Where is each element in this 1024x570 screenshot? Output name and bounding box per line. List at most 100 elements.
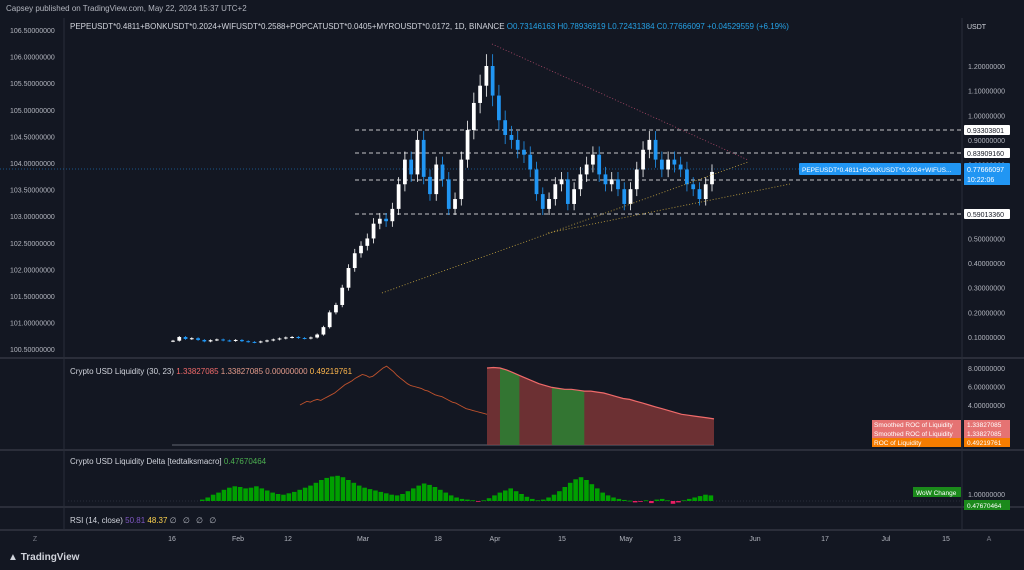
delta-bar [589, 484, 595, 501]
delta-bar [654, 499, 660, 501]
candle-body [471, 102, 476, 131]
candle-body [697, 189, 702, 200]
delta-bar [524, 496, 530, 501]
candle-body [534, 169, 539, 195]
candle-body [597, 154, 602, 175]
delta-bar [605, 495, 611, 501]
candle-body [409, 159, 414, 175]
tradingview-brand[interactable]: ▲ TradingView [8, 552, 79, 563]
ohlc-change: +0.04529559 (+6.19%) [707, 22, 789, 31]
candle-body [346, 268, 351, 288]
level-label: 0.59013360 [967, 212, 1004, 219]
candle-body [196, 338, 200, 340]
delta-bar [232, 486, 238, 501]
candle-body [509, 134, 514, 140]
candle-body [503, 120, 508, 135]
candle-body [302, 337, 307, 339]
candle-body [371, 223, 376, 239]
delta-bar [600, 492, 605, 501]
symbol-legend: PEPEUSDT*0.4811+BONKUSDT*0.2024+WIFUSDT*… [70, 22, 789, 31]
time-axis-tick: Jun [749, 536, 760, 543]
delta-bar [562, 487, 568, 501]
timezone-mark: Z [33, 536, 38, 543]
candle-body [290, 337, 294, 338]
liquidity-legend-value-box [964, 420, 1010, 429]
candle-body [685, 169, 689, 185]
candle-body [171, 340, 175, 342]
liquidity-legend-value: 1.33827085 [967, 431, 1002, 438]
candle-body [584, 164, 589, 175]
delta-bar [594, 488, 600, 501]
left-axis-tick: 102.00000000 [10, 267, 55, 274]
candle-body [434, 164, 439, 195]
delta-bar [573, 479, 578, 501]
delta-bar [486, 498, 492, 501]
delta-bar [643, 500, 649, 502]
descending-trendline [491, 43, 749, 161]
candle-body [283, 337, 288, 339]
delta-bar [210, 494, 216, 501]
candle-body [365, 238, 370, 246]
candle-body [352, 253, 357, 269]
delta-bar [405, 491, 411, 501]
candle-body [258, 341, 263, 343]
delta-bar [411, 488, 416, 501]
liquidity-green-region [551, 387, 585, 445]
smoothed-liquidity-line [486, 366, 715, 420]
candle-body [522, 149, 526, 155]
candle-body [490, 66, 495, 96]
delta-bar [616, 498, 622, 501]
tradingview-logo-icon: ▲ [8, 552, 18, 563]
candle-body [183, 337, 188, 339]
delta-legend-value-box [964, 500, 1010, 510]
liquidity-legend-box [872, 420, 961, 429]
delta-bar [530, 498, 535, 501]
time-axis-tick: 18 [434, 536, 442, 543]
candle-body [377, 218, 382, 224]
candle-body [553, 184, 558, 200]
liquidity-green-region [499, 368, 520, 445]
symbol-name[interactable]: PEPEUSDT*0.4811+BONKUSDT*0.2024+WIFUSDT*… [70, 22, 505, 31]
smoothed-liquidity-area [487, 367, 714, 445]
candle-body [559, 179, 564, 185]
left-axis-tick: 103.00000000 [10, 214, 55, 221]
delta-bar [454, 497, 459, 501]
delta-bar [540, 499, 546, 501]
candle-body [240, 339, 244, 342]
delta-bar [367, 489, 373, 501]
candle-body [659, 159, 664, 170]
delta-bar [394, 495, 400, 501]
candle-body [321, 327, 326, 335]
delta-bar [492, 495, 497, 501]
candle-body [616, 179, 620, 190]
candle-body [221, 339, 226, 341]
candle-body [710, 171, 714, 185]
candle-body [440, 164, 445, 180]
right-axis-tick: 0.50000000 [968, 236, 1005, 243]
candle-body [252, 341, 257, 343]
level-label-box [964, 209, 1010, 219]
candle-body [603, 174, 608, 185]
time-axis-tick: 16 [168, 536, 176, 543]
right-axis-tick: 1.10000000 [968, 89, 1005, 96]
time-axis-tick: 12 [284, 536, 292, 543]
time-axis-tick: 17 [821, 536, 829, 543]
candle-body [359, 245, 363, 254]
left-axis-tick: 106.00000000 [10, 55, 55, 62]
delta-bar [513, 491, 519, 501]
level-label-box [964, 148, 1010, 158]
level-label-box [964, 125, 1010, 135]
delta-bar [302, 487, 308, 501]
left-axis-tick: 100.50000000 [10, 347, 55, 354]
rsi-pane-title: RSI (14, close) 50.81 48.37 ∅ ∅ ∅ ∅ [70, 516, 218, 525]
delta-bar [584, 480, 589, 501]
ohlc-open: O0.73146163 [506, 22, 556, 31]
candle-body [340, 287, 345, 305]
delta-bar [470, 500, 476, 502]
currency-label[interactable]: USDT [967, 24, 987, 31]
time-axis-tick: 15 [558, 536, 566, 543]
candle-body [265, 340, 269, 342]
candle-body [672, 159, 677, 165]
